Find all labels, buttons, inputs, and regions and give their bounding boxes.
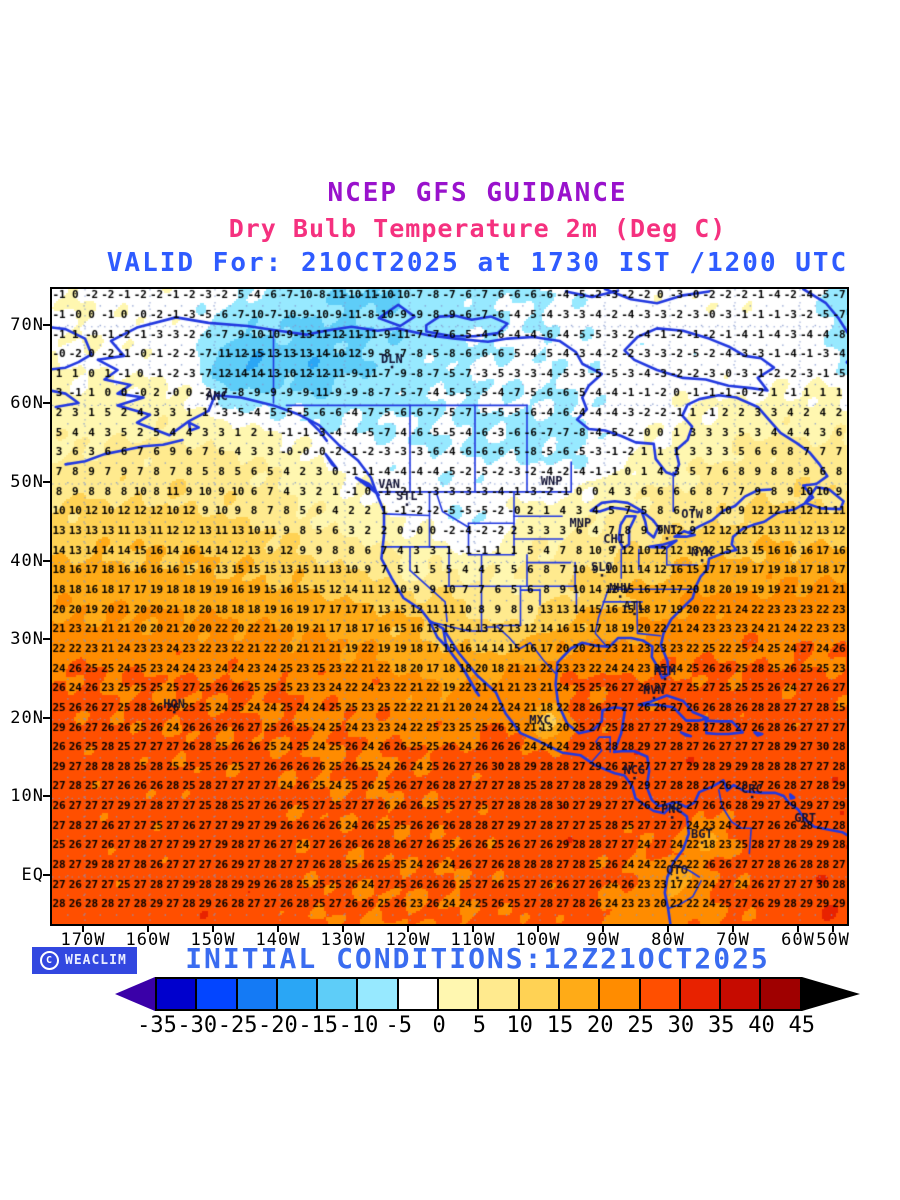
lon-tick — [147, 924, 149, 932]
lon-tick — [602, 924, 604, 932]
colorbar-cell — [640, 979, 681, 1009]
subtitle: Dry Bulb Temperature 2m (Deg C) — [228, 214, 727, 243]
lon-label-130W: 130W — [320, 930, 366, 950]
colorbar-cell — [479, 979, 520, 1009]
lat-tick — [43, 874, 51, 876]
colorbar-level--35: -35 — [137, 1013, 177, 1038]
lon-tick — [277, 924, 279, 932]
lon-tick — [342, 924, 344, 932]
colorbar-cell — [680, 979, 722, 1009]
valid-time-label: VALID For: 21OCT2025 at 1730 IST /1200 U… — [106, 248, 849, 278]
lon-label-90W: 90W — [586, 930, 620, 950]
lon-label-110W: 110W — [450, 930, 496, 950]
initial-conditions-label: INITIAL CONDITIONS:12Z21OCT2025 — [185, 942, 770, 975]
colorbar-level--20: -20 — [258, 1013, 298, 1038]
colorbar-level-35: 35 — [707, 1013, 735, 1038]
lat-label-70N: 70N — [10, 314, 44, 335]
title-block: NCEP GFS GUIDANCE Dry Bulb Temperature 2… — [55, 178, 900, 278]
lon-label-50W: 50W — [816, 930, 850, 950]
lon-label-170W: 170W — [60, 930, 106, 950]
colorbar-cell — [761, 979, 800, 1009]
colorbar-cell — [358, 979, 399, 1009]
colorbar-left-arrow — [115, 977, 155, 1011]
lon-tick — [732, 924, 734, 932]
lon-label-70W: 70W — [716, 930, 750, 950]
colorbar-cell — [439, 979, 480, 1009]
colorbar-right-arrow — [802, 977, 860, 1011]
colorbar-level--15: -15 — [298, 1013, 339, 1038]
colorbar-cell — [519, 979, 560, 1009]
lat-label-10N: 10N — [10, 786, 44, 807]
lat-label-EQ: EQ — [21, 865, 44, 885]
colorbar-cell — [398, 979, 440, 1009]
colorbar-level-45: 45 — [788, 1013, 816, 1038]
lon-label-100W: 100W — [515, 930, 561, 950]
colorbar-level-5: 5 — [472, 1013, 487, 1038]
lat-label-60N: 60N — [10, 393, 44, 414]
colorbar-level-25: 25 — [627, 1013, 654, 1038]
colorbar-level-40: 40 — [748, 1013, 775, 1038]
lat-tick — [43, 402, 51, 405]
lat-label-30N: 30N — [10, 629, 44, 650]
lon-label-150W: 150W — [190, 930, 236, 950]
lat-tick — [43, 481, 51, 483]
colorbar-level-20: 20 — [587, 1013, 614, 1038]
colorbar-cell — [237, 979, 278, 1009]
colorbar-level--30: -30 — [177, 1013, 218, 1038]
lat-tick — [43, 323, 51, 326]
lat-tick — [43, 795, 51, 798]
lat-label-50N: 50N — [10, 472, 44, 492]
colorbar-cell — [721, 979, 762, 1009]
colorbar-cells — [155, 977, 802, 1011]
lon-label-60W: 60W — [781, 930, 815, 950]
colorbar-cell — [277, 979, 319, 1009]
colorbar-level--25: -25 — [217, 1013, 258, 1038]
colorbar-cell — [318, 979, 359, 1009]
temperature-map-canvas — [52, 289, 847, 924]
lon-tick — [472, 924, 474, 932]
colorbar-level--5: -5 — [385, 1013, 413, 1038]
colorbar-level-30: 30 — [667, 1013, 695, 1038]
lat-label-40N: 40N — [10, 550, 44, 571]
colorbar-level--10: -10 — [338, 1013, 379, 1038]
lon-tick — [407, 924, 409, 932]
colorbar-level-10: 10 — [506, 1013, 533, 1038]
lon-tick — [797, 924, 799, 932]
lon-tick — [537, 924, 539, 932]
colorbar-cell — [157, 979, 198, 1009]
weaclim-logo-text: WEACLIM — [65, 953, 127, 968]
lat-tick — [43, 559, 51, 562]
lat-tick — [43, 716, 51, 719]
lon-label-140W: 140W — [255, 930, 301, 950]
weaclim-logo: C WEACLIM — [32, 947, 137, 974]
colorbar-level-0: 0 — [432, 1013, 446, 1038]
lon-label-80W: 80W — [651, 930, 685, 950]
lon-tick — [667, 924, 669, 932]
lon-label-160W: 160W — [125, 930, 171, 950]
colorbar-cell — [559, 979, 601, 1009]
lon-tick — [832, 924, 834, 932]
lat-label-20N: 20N — [10, 707, 44, 728]
lat-tick — [43, 638, 51, 641]
colorbar-cell — [197, 979, 238, 1009]
lon-tick — [82, 924, 84, 932]
map-frame — [50, 287, 849, 926]
colorbar-level-15: 15 — [546, 1013, 574, 1038]
page-title: NCEP GFS GUIDANCE — [327, 178, 628, 208]
lon-label-120W: 120W — [385, 930, 431, 950]
lon-tick — [212, 924, 214, 932]
copyright-icon: C — [40, 951, 59, 970]
colorbar-cell — [600, 979, 641, 1009]
